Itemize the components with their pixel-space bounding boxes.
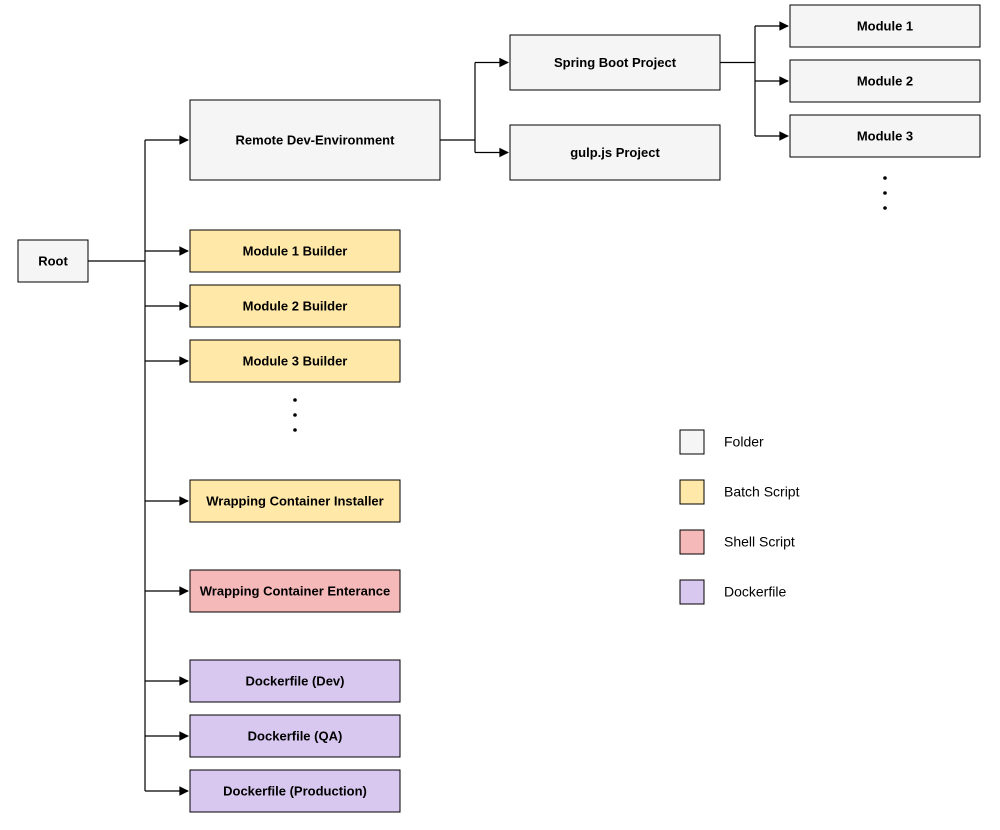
node-dqa: Dockerfile (QA) — [190, 715, 400, 757]
node-root-label: Root — [38, 253, 68, 268]
node-mod3: Module 3 — [790, 115, 980, 157]
legend: Folder Batch Script Shell Script Dockerfile — [680, 430, 800, 604]
node-dprod-label: Dockerfile (Production) — [223, 783, 367, 798]
node-wce-label: Wrapping Container Enterance — [200, 583, 390, 598]
node-mod3-label: Module 3 — [857, 128, 913, 143]
legend-label-shell: Shell Script — [724, 534, 795, 550]
legend-swatch-docker — [680, 580, 704, 604]
ellipsis-dot-4 — [883, 191, 887, 195]
legend-swatch-batch — [680, 480, 704, 504]
legend-swatch-folder — [680, 430, 704, 454]
ellipsis-dot-1 — [293, 413, 297, 417]
nodes-group: Root Remote Dev-Environment Spring Boot Pr… — [18, 5, 980, 812]
diagram-canvas: Root Remote Dev-Environment Spring Boot Pr… — [0, 0, 1000, 830]
legend-label-docker: Dockerfile — [724, 584, 786, 600]
node-ddev-label: Dockerfile (Dev) — [246, 673, 345, 688]
node-m2b: Module 2 Builder — [190, 285, 400, 327]
node-mod2-label: Module 2 — [857, 73, 913, 88]
node-m2b-label: Module 2 Builder — [243, 298, 348, 313]
legend-label-batch: Batch Script — [724, 484, 800, 500]
node-dprod: Dockerfile (Production) — [190, 770, 400, 812]
ellipsis-dot-0 — [293, 398, 297, 402]
node-remote-label: Remote Dev-Environment — [236, 132, 396, 147]
ellipsis-dot-5 — [883, 206, 887, 210]
node-m1b-label: Module 1 Builder — [243, 243, 348, 258]
node-spring: Spring Boot Project — [510, 35, 720, 90]
node-wci-label: Wrapping Container Installer — [206, 493, 383, 508]
node-gulp-label: gulp.js Project — [570, 145, 660, 160]
node-spring-label: Spring Boot Project — [554, 55, 677, 70]
node-remote: Remote Dev-Environment — [190, 100, 440, 180]
ellipsis-dot-3 — [883, 176, 887, 180]
node-m1b: Module 1 Builder — [190, 230, 400, 272]
node-m3b: Module 3 Builder — [190, 340, 400, 382]
node-m3b-label: Module 3 Builder — [243, 353, 348, 368]
legend-label-folder: Folder — [724, 434, 764, 450]
ellipsis-dot-2 — [293, 428, 297, 432]
node-root: Root — [18, 240, 88, 282]
node-wci: Wrapping Container Installer — [190, 480, 400, 522]
node-mod2: Module 2 — [790, 60, 980, 102]
node-ddev: Dockerfile (Dev) — [190, 660, 400, 702]
node-mod1-label: Module 1 — [857, 18, 913, 33]
node-mod1: Module 1 — [790, 5, 980, 47]
legend-swatch-shell — [680, 530, 704, 554]
node-gulp: gulp.js Project — [510, 125, 720, 180]
node-dqa-label: Dockerfile (QA) — [248, 728, 343, 743]
node-wce: Wrapping Container Enterance — [190, 570, 400, 612]
